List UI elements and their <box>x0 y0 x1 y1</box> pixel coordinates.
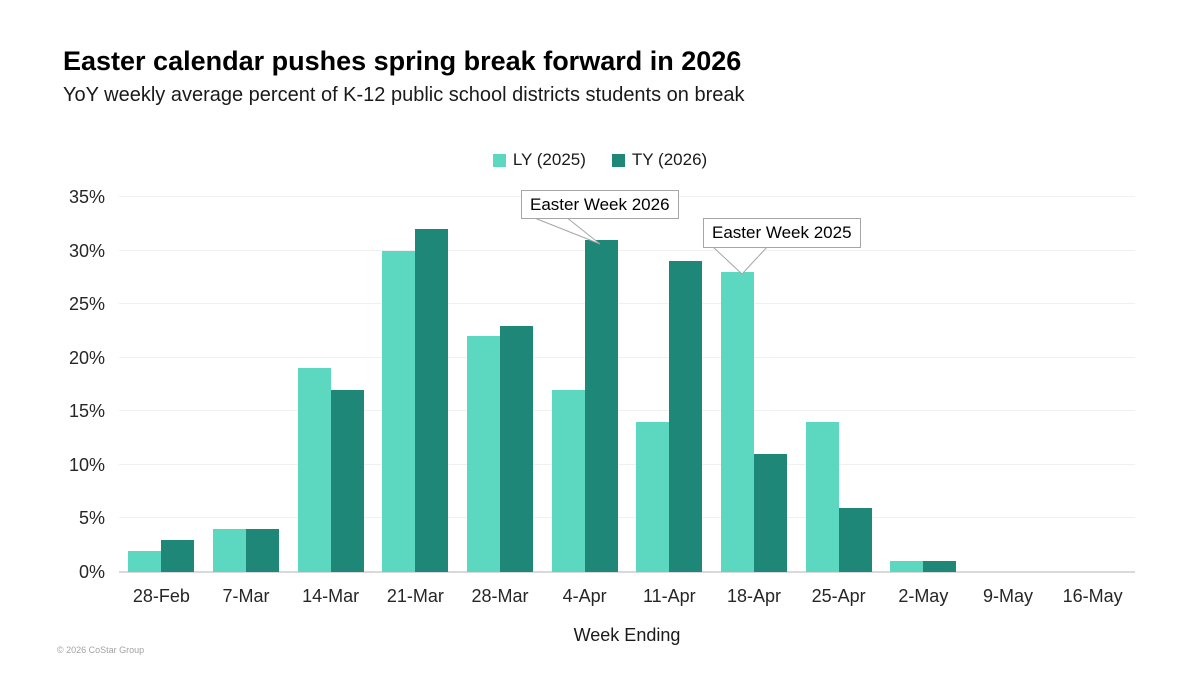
bar-ty-25-Apr <box>838 507 872 572</box>
x-axis-line <box>119 571 1135 573</box>
x-tick-label-11-Apr: 11-Apr <box>642 586 696 606</box>
x-tick-label-4-Apr: 4-Apr <box>562 586 607 606</box>
x-tick-label-21-Mar: 21-Mar <box>386 586 444 606</box>
x-tick-label-14-Mar: 14-Mar <box>302 586 360 606</box>
y-axis: 0% 5% 10% 15% 20% 25% 30% 35% <box>0 187 105 582</box>
y-tick-label-0: 0% <box>78 562 105 582</box>
y-tick-label-5: 5% <box>78 508 105 529</box>
gridline-25 <box>119 303 1135 305</box>
callout-easter-week-2026: Easter Week 2026 <box>521 190 679 219</box>
bar-ly-18-Apr <box>721 272 754 572</box>
bar-ly-11-Apr <box>636 422 670 572</box>
chart-title: Easter calendar pushes spring break forw… <box>63 46 742 76</box>
legend-label-ly: LY (2025) <box>512 150 586 169</box>
y-tick-label-35: 35% <box>68 187 105 207</box>
y-tick-label-10: 10% <box>68 454 105 475</box>
x-tick-label-18-Apr: 18-Apr <box>726 586 782 606</box>
copyright-notice: © 2026 CoStar Group <box>57 645 145 655</box>
x-tick-label-28-Mar: 28-Mar <box>471 586 529 606</box>
x-tick-label-7-Mar: 7-Mar <box>222 586 270 606</box>
callout-easter-week-2025: Easter Week 2025 <box>703 218 861 248</box>
x-tick-label-16-May: 16-May <box>1062 586 1123 606</box>
bar-ly-21-Mar <box>382 250 416 572</box>
gridline-30 <box>119 249 1135 251</box>
gridline-10 <box>119 463 1135 465</box>
y-tick-label-15: 15% <box>68 401 105 422</box>
gridline-15 <box>119 410 1135 412</box>
bar-ly-28-Mar <box>467 336 500 572</box>
y-tick-label-20: 20% <box>68 347 105 368</box>
x-axis: 28-Feb 7-Mar 14-Mar 21-Mar 28-Mar 4-Apr 11-Apr… <box>119 586 1135 610</box>
bar-ty-28-Mar <box>500 325 533 572</box>
legend-item-ly: LY (2025) <box>492 150 586 170</box>
x-tick-label-2-May: 2-May <box>898 586 949 606</box>
bar-ty-21-Mar <box>415 229 449 572</box>
chart-legend: LY (2025) TY (2026) <box>0 149 1200 171</box>
y-tick-label-25: 25% <box>68 294 105 315</box>
chart-subtitle: YoY weekly average percent of K-12 publi… <box>63 84 745 106</box>
bar-ty-14-Mar <box>330 389 364 572</box>
bar-ly-4-Apr <box>551 389 585 572</box>
bar-ly-2-May <box>890 561 924 572</box>
legend-label-ty: TY (2026) <box>631 150 708 169</box>
bar-ty-4-Apr <box>584 239 618 572</box>
bar-ty-11-Apr <box>669 261 703 572</box>
x-tick-label-9-May: 9-May <box>982 586 1033 606</box>
bar-ly-14-Mar <box>297 368 331 572</box>
x-tick-label-28-Feb: 28-Feb <box>132 586 190 606</box>
x-axis-title: Week Ending <box>573 625 681 645</box>
bar-ly-7-Mar <box>213 529 246 572</box>
x-tick-label-25-Apr: 25-Apr <box>811 586 866 606</box>
bar-ty-7-Mar <box>246 529 279 572</box>
legend-swatch-ty <box>611 153 625 167</box>
legend-item-ty: TY (2026) <box>611 150 708 170</box>
bar-ly-28-Feb <box>128 550 162 572</box>
bar-ty-18-Apr <box>754 454 787 572</box>
gridline-20 <box>119 356 1135 358</box>
plot-area <box>119 196 1135 573</box>
bar-ty-2-May <box>923 561 957 572</box>
legend-swatch-ly <box>492 153 506 167</box>
bar-ty-28-Feb <box>161 539 195 572</box>
bar-ly-25-Apr <box>805 422 839 572</box>
y-tick-label-30: 30% <box>68 240 105 261</box>
gridline-5 <box>119 517 1135 519</box>
